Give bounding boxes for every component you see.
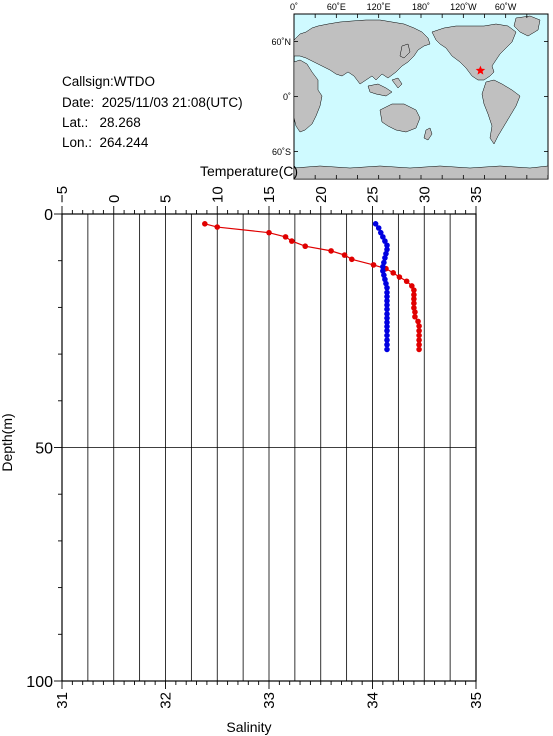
y-axis-tick-label: 50 bbox=[35, 441, 53, 458]
data-point-top bbox=[411, 296, 417, 302]
map-lat-tick-label: 60˚S bbox=[272, 147, 291, 157]
data-point-bottom bbox=[384, 289, 390, 296]
data-point-top bbox=[302, 243, 309, 250]
data-point-top bbox=[266, 229, 272, 236]
y-axis-tick-label: 0 bbox=[44, 207, 53, 224]
map-lon-tick-label: 180˚ bbox=[412, 2, 430, 12]
bottom-axis-tick-label: 35 bbox=[468, 692, 485, 709]
data-point-top bbox=[416, 327, 422, 334]
top-axis-tick-label: 0 bbox=[106, 195, 123, 203]
top-axis-tick-label: 20 bbox=[313, 186, 330, 203]
data-point-top bbox=[416, 337, 422, 343]
map-lon-tick-label: 60˚E bbox=[327, 2, 346, 12]
y-axis-label: Depth(m) bbox=[0, 413, 15, 471]
data-point-top bbox=[411, 287, 417, 293]
top-axis-tick-label: 30 bbox=[416, 186, 433, 203]
bottom-axis-tick-label: 33 bbox=[261, 692, 278, 709]
map-land bbox=[293, 15, 549, 180]
data-point-bottom bbox=[384, 323, 390, 330]
data-point-bottom bbox=[384, 298, 390, 304]
data-point-bottom bbox=[384, 337, 390, 343]
data-point-top bbox=[370, 262, 377, 268]
map-lon-tick-label: 60˚W bbox=[495, 2, 517, 12]
bottom-axis-label: Salinity bbox=[226, 719, 271, 735]
top-axis-tick-label: 5 bbox=[158, 195, 175, 203]
data-point-top bbox=[412, 309, 418, 315]
data-point-top bbox=[416, 323, 422, 329]
data-point-bottom bbox=[380, 263, 386, 270]
data-point-bottom bbox=[384, 246, 390, 253]
data-point-top bbox=[288, 238, 295, 244]
data-point-bottom bbox=[372, 221, 379, 227]
top-axis-tick-label: 10 bbox=[209, 186, 226, 203]
data-point-top bbox=[214, 224, 221, 230]
data-point-top bbox=[390, 270, 397, 276]
data-point-bottom bbox=[381, 259, 387, 266]
top-axis-tick-label: 35 bbox=[468, 186, 485, 203]
data-point-bottom bbox=[384, 302, 390, 308]
top-axis-tick-label: 15 bbox=[261, 186, 278, 203]
data-point-bottom bbox=[384, 327, 390, 334]
data-point-top bbox=[396, 274, 403, 280]
data-point-bottom bbox=[384, 293, 390, 300]
data-point-top bbox=[409, 283, 415, 289]
top-axis-tick-label: −5 bbox=[54, 186, 71, 203]
date-text: Date: 2025/11/03 21:08(UTC) bbox=[62, 95, 243, 110]
data-point-bottom bbox=[384, 242, 390, 249]
top-axis-label: Temperature(C) bbox=[200, 163, 298, 179]
data-point-top bbox=[412, 313, 418, 320]
station-marker-icon bbox=[475, 65, 486, 75]
data-point-top bbox=[411, 300, 417, 307]
map-lat-tick-label: 60˚N bbox=[271, 37, 291, 47]
data-point-bottom bbox=[380, 234, 386, 240]
bottom-axis-tick-label: 31 bbox=[54, 692, 71, 709]
data-point-top bbox=[416, 341, 422, 348]
data-point-top bbox=[415, 318, 421, 325]
latitude-text: Lat.: 28.268 bbox=[62, 115, 141, 130]
data-point-bottom bbox=[384, 341, 390, 348]
map-lon-tick-label: 0˚ bbox=[290, 2, 298, 12]
bottom-axis-tick-label: 34 bbox=[365, 692, 382, 709]
data-point-bottom bbox=[384, 284, 390, 291]
data-point-top bbox=[341, 252, 348, 258]
map-lon-tick-label: 120˚E bbox=[367, 2, 391, 12]
longitude-text: Lon.: 264.244 bbox=[62, 135, 149, 150]
data-point-top bbox=[411, 305, 417, 311]
data-point-bottom bbox=[382, 238, 388, 244]
data-point-bottom bbox=[382, 276, 388, 283]
map-lon-tick-label: 120˚W bbox=[450, 2, 477, 12]
data-point-bottom bbox=[375, 225, 382, 231]
data-point-top bbox=[328, 248, 334, 254]
data-point-top bbox=[416, 346, 422, 353]
data-point-top bbox=[282, 234, 289, 240]
data-point-bottom bbox=[384, 306, 390, 313]
world-map: 0˚ 60˚E 120˚E 180˚ 120˚W 60˚W 60˚N 0˚ 60˚S bbox=[271, 2, 549, 180]
top-axis-tick-label: 25 bbox=[365, 186, 382, 203]
data-point-top bbox=[411, 291, 417, 298]
data-point-bottom bbox=[384, 311, 390, 317]
data-point-bottom bbox=[383, 250, 389, 257]
data-point-bottom bbox=[382, 255, 388, 261]
callsign-text: Callsign:WTDO bbox=[62, 74, 156, 89]
data-point-bottom bbox=[384, 332, 390, 339]
data-point-top bbox=[202, 221, 208, 227]
data-point-top bbox=[416, 332, 422, 339]
data-point-bottom bbox=[384, 315, 390, 321]
data-point-bottom bbox=[377, 229, 384, 236]
y-axis-tick-label: 100 bbox=[26, 674, 53, 691]
data-point-bottom bbox=[384, 319, 390, 326]
data-point-top bbox=[403, 278, 410, 285]
data-point-top bbox=[349, 256, 355, 263]
data-point-bottom bbox=[380, 268, 386, 274]
data-point-bottom bbox=[383, 280, 389, 287]
map-lat-tick-label: 0˚ bbox=[283, 92, 291, 102]
bottom-axis-tick-label: 32 bbox=[158, 692, 175, 709]
data-point-bottom bbox=[381, 272, 387, 278]
data-point-bottom bbox=[384, 346, 390, 353]
